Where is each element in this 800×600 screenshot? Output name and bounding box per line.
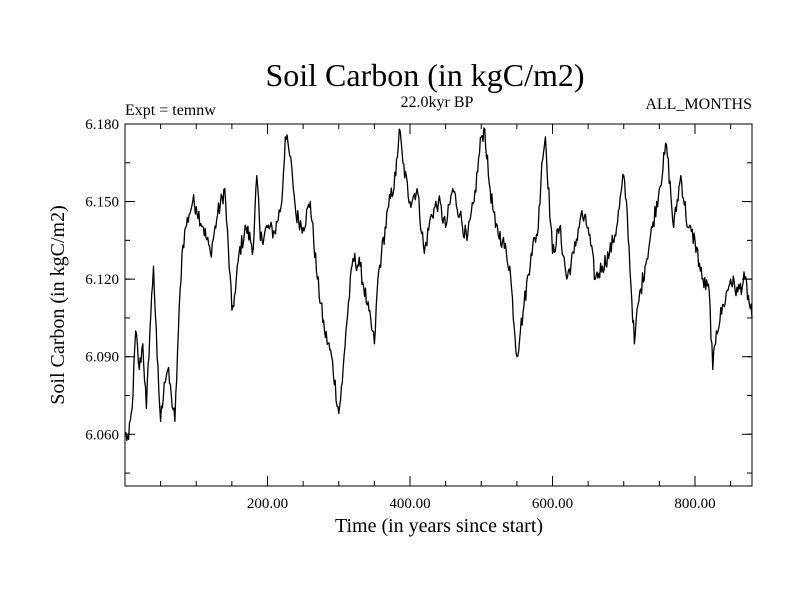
x-tick-labels: 200.00 400.00 600.00 800.00	[247, 496, 716, 512]
experiment-label: Expt = temnw	[125, 102, 216, 119]
x-tick-label: 800.00	[674, 496, 715, 512]
axis-ticks	[125, 123, 752, 486]
x-tick-label: 600.00	[532, 496, 573, 512]
chart-title: Soil Carbon (in kgC/m2)	[265, 57, 584, 93]
x-tick-label: 200.00	[247, 496, 288, 512]
y-tick-label: 6.150	[85, 195, 119, 211]
months-label: ALL_MONTHS	[645, 96, 752, 113]
x-axis-label: Time (in years since start)	[335, 515, 543, 537]
y-tick-label: 6.090	[85, 350, 119, 366]
y-tick-label: 6.120	[85, 272, 119, 288]
y-tick-label: 6.060	[85, 427, 119, 443]
y-axis-label: Soil Carbon (in kgC/m2)	[47, 205, 69, 404]
y-tick-labels: 6.060 6.090 6.120 6.150 6.180	[85, 117, 119, 443]
x-tick-label: 400.00	[389, 496, 430, 512]
soil-carbon-series-line	[124, 127, 753, 442]
period-label: 22.0kyr BP	[401, 94, 474, 111]
plot-frame	[124, 123, 753, 487]
y-tick-label: 6.180	[85, 117, 119, 133]
